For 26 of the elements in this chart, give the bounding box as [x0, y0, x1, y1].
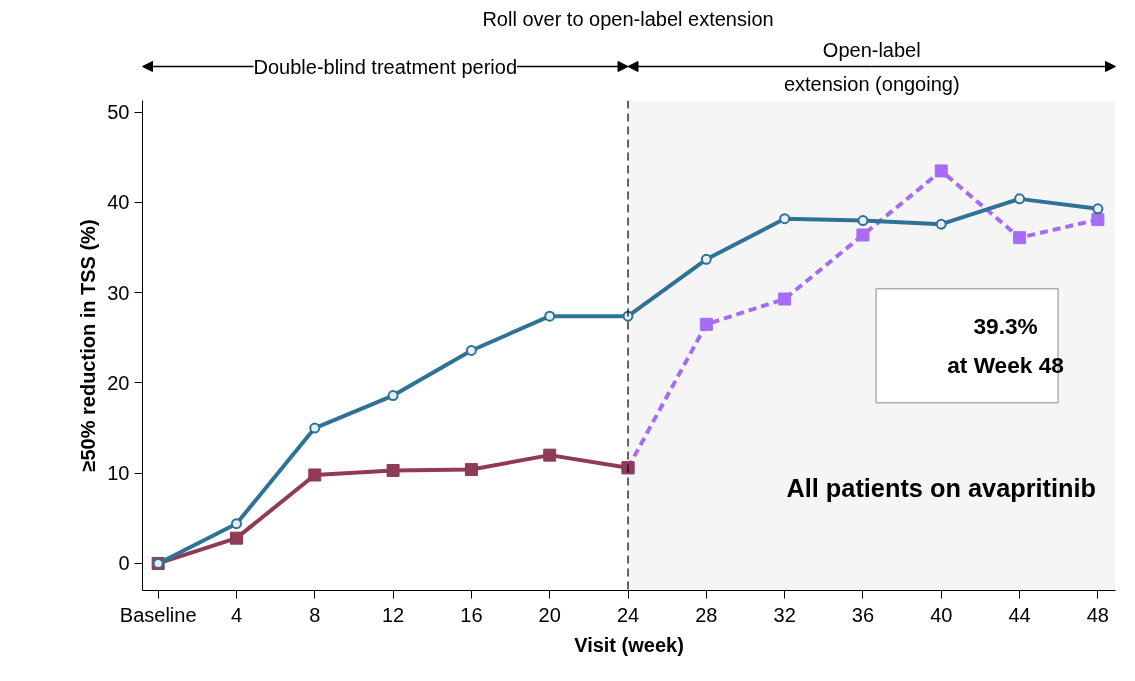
y-axis-title: ≥50% reduction in TSS (%) — [77, 219, 100, 472]
y-tick-label: 20 — [107, 371, 130, 394]
x-tick-label: 4 — [230, 603, 243, 626]
y-tick-label: 10 — [107, 462, 130, 485]
annotation: All patients on avapritinib — [786, 473, 1097, 502]
x-tick-label: 48 — [1086, 603, 1110, 626]
y-tick-label: 40 — [107, 191, 130, 214]
annotation: 39.3% at Week 48 — [947, 313, 1064, 378]
x-tick-label: Baseline — [119, 603, 197, 626]
y-tick-label: 30 — [107, 281, 130, 304]
x-tick-label: 32 — [773, 603, 796, 626]
x-tick-label: 12 — [381, 603, 405, 626]
x-tick-label: 40 — [930, 603, 953, 626]
y-tick-label: 0 — [118, 552, 130, 575]
x-axis-title: Visit (week) — [574, 633, 684, 656]
text: Double-blind treatment period — [253, 55, 518, 78]
x-tick-label: 24 — [616, 603, 640, 626]
ref-line-label: Roll over to open-label extension — [482, 7, 774, 30]
y-tick-label: 50 — [107, 101, 130, 124]
x-tick-label: 16 — [460, 603, 483, 626]
band-label: Open-label extension (ongoing) — [783, 38, 960, 95]
x-tick-label: 8 — [309, 603, 321, 626]
x-tick-label: 36 — [851, 603, 875, 626]
x-tick-label: 28 — [695, 603, 718, 626]
x-tick-label: 44 — [1008, 603, 1031, 626]
x-tick-label: 20 — [538, 603, 561, 626]
